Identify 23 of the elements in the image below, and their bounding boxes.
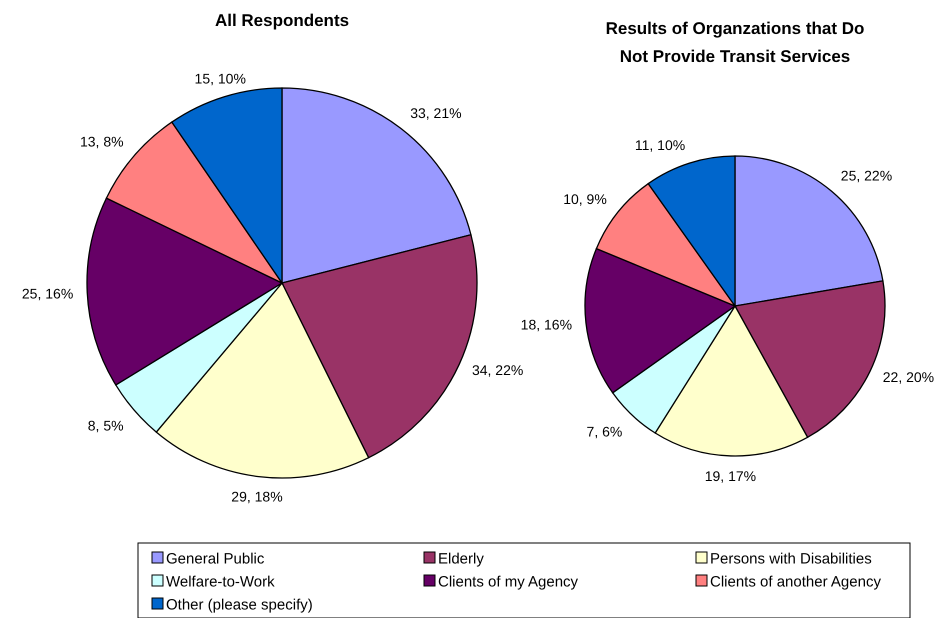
legend-label: Other (please specify) bbox=[166, 596, 313, 614]
data-label: 11, 10% bbox=[634, 136, 686, 153]
legend-label: General Public bbox=[166, 550, 265, 568]
data-label: 33, 21% bbox=[410, 104, 462, 121]
data-label: 25, 16% bbox=[22, 285, 74, 302]
data-label: 25, 22% bbox=[840, 168, 892, 184]
legend-label: Clients of my Agency bbox=[438, 573, 579, 590]
legend-label: Clients of another Agency bbox=[710, 573, 882, 590]
data-label: 15, 10% bbox=[194, 70, 246, 86]
data-label: 8, 5% bbox=[88, 417, 124, 434]
legend-label: Welfare-to-Work bbox=[166, 573, 276, 590]
legend-label: Elderly bbox=[438, 550, 484, 568]
data-label: 18, 16% bbox=[520, 316, 572, 332]
data-label: 22, 20% bbox=[882, 369, 934, 386]
data-label: 34, 22% bbox=[472, 362, 524, 378]
data-label: 7, 6% bbox=[586, 423, 622, 440]
data-label: 29, 18% bbox=[231, 488, 283, 505]
chart-title: All Respondents bbox=[214, 11, 350, 30]
legend-label: Persons with Disabilities bbox=[710, 550, 872, 568]
data-label: 13, 8% bbox=[80, 134, 124, 150]
data-label: 10, 9% bbox=[563, 190, 607, 207]
data-label: 19, 17% bbox=[704, 468, 756, 484]
chart-title: Results of Organzations that Do Not Provide Transit Services bbox=[606, 19, 864, 66]
